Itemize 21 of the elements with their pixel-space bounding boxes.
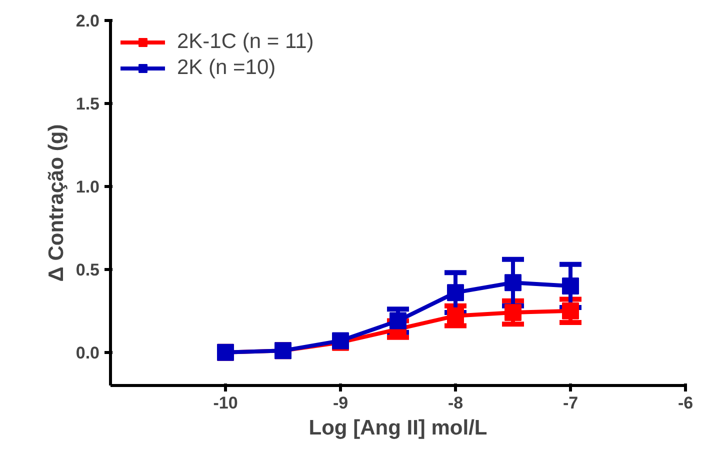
y-axis-title: Δ Contração (g) (44, 124, 68, 282)
point (447, 284, 464, 302)
point (390, 312, 406, 330)
y-tick-label: 0.0 (76, 343, 100, 362)
x-tick-label: -10 (213, 394, 238, 412)
point (562, 302, 579, 320)
y-tick-label: 2.0 (76, 12, 100, 30)
y-tick-label: 1.0 (76, 177, 100, 196)
point (562, 277, 579, 294)
legend-label: 2K-1C (n = 11) (177, 30, 314, 54)
point (504, 304, 522, 321)
x-tick-label: -8 (448, 394, 464, 412)
y-tick-label: 0.5 (76, 260, 100, 280)
x-tick-label: -7 (562, 394, 578, 412)
x-axis-title: Log [Ang II] mol/L (308, 416, 488, 440)
y-tick-label: 1.5 (76, 94, 100, 114)
legend-label: 2K (n =10) (177, 56, 276, 80)
point (447, 307, 464, 324)
x-tick-label: -9 (332, 394, 348, 412)
point (504, 274, 522, 292)
x-tick-label: -6 (678, 394, 694, 412)
